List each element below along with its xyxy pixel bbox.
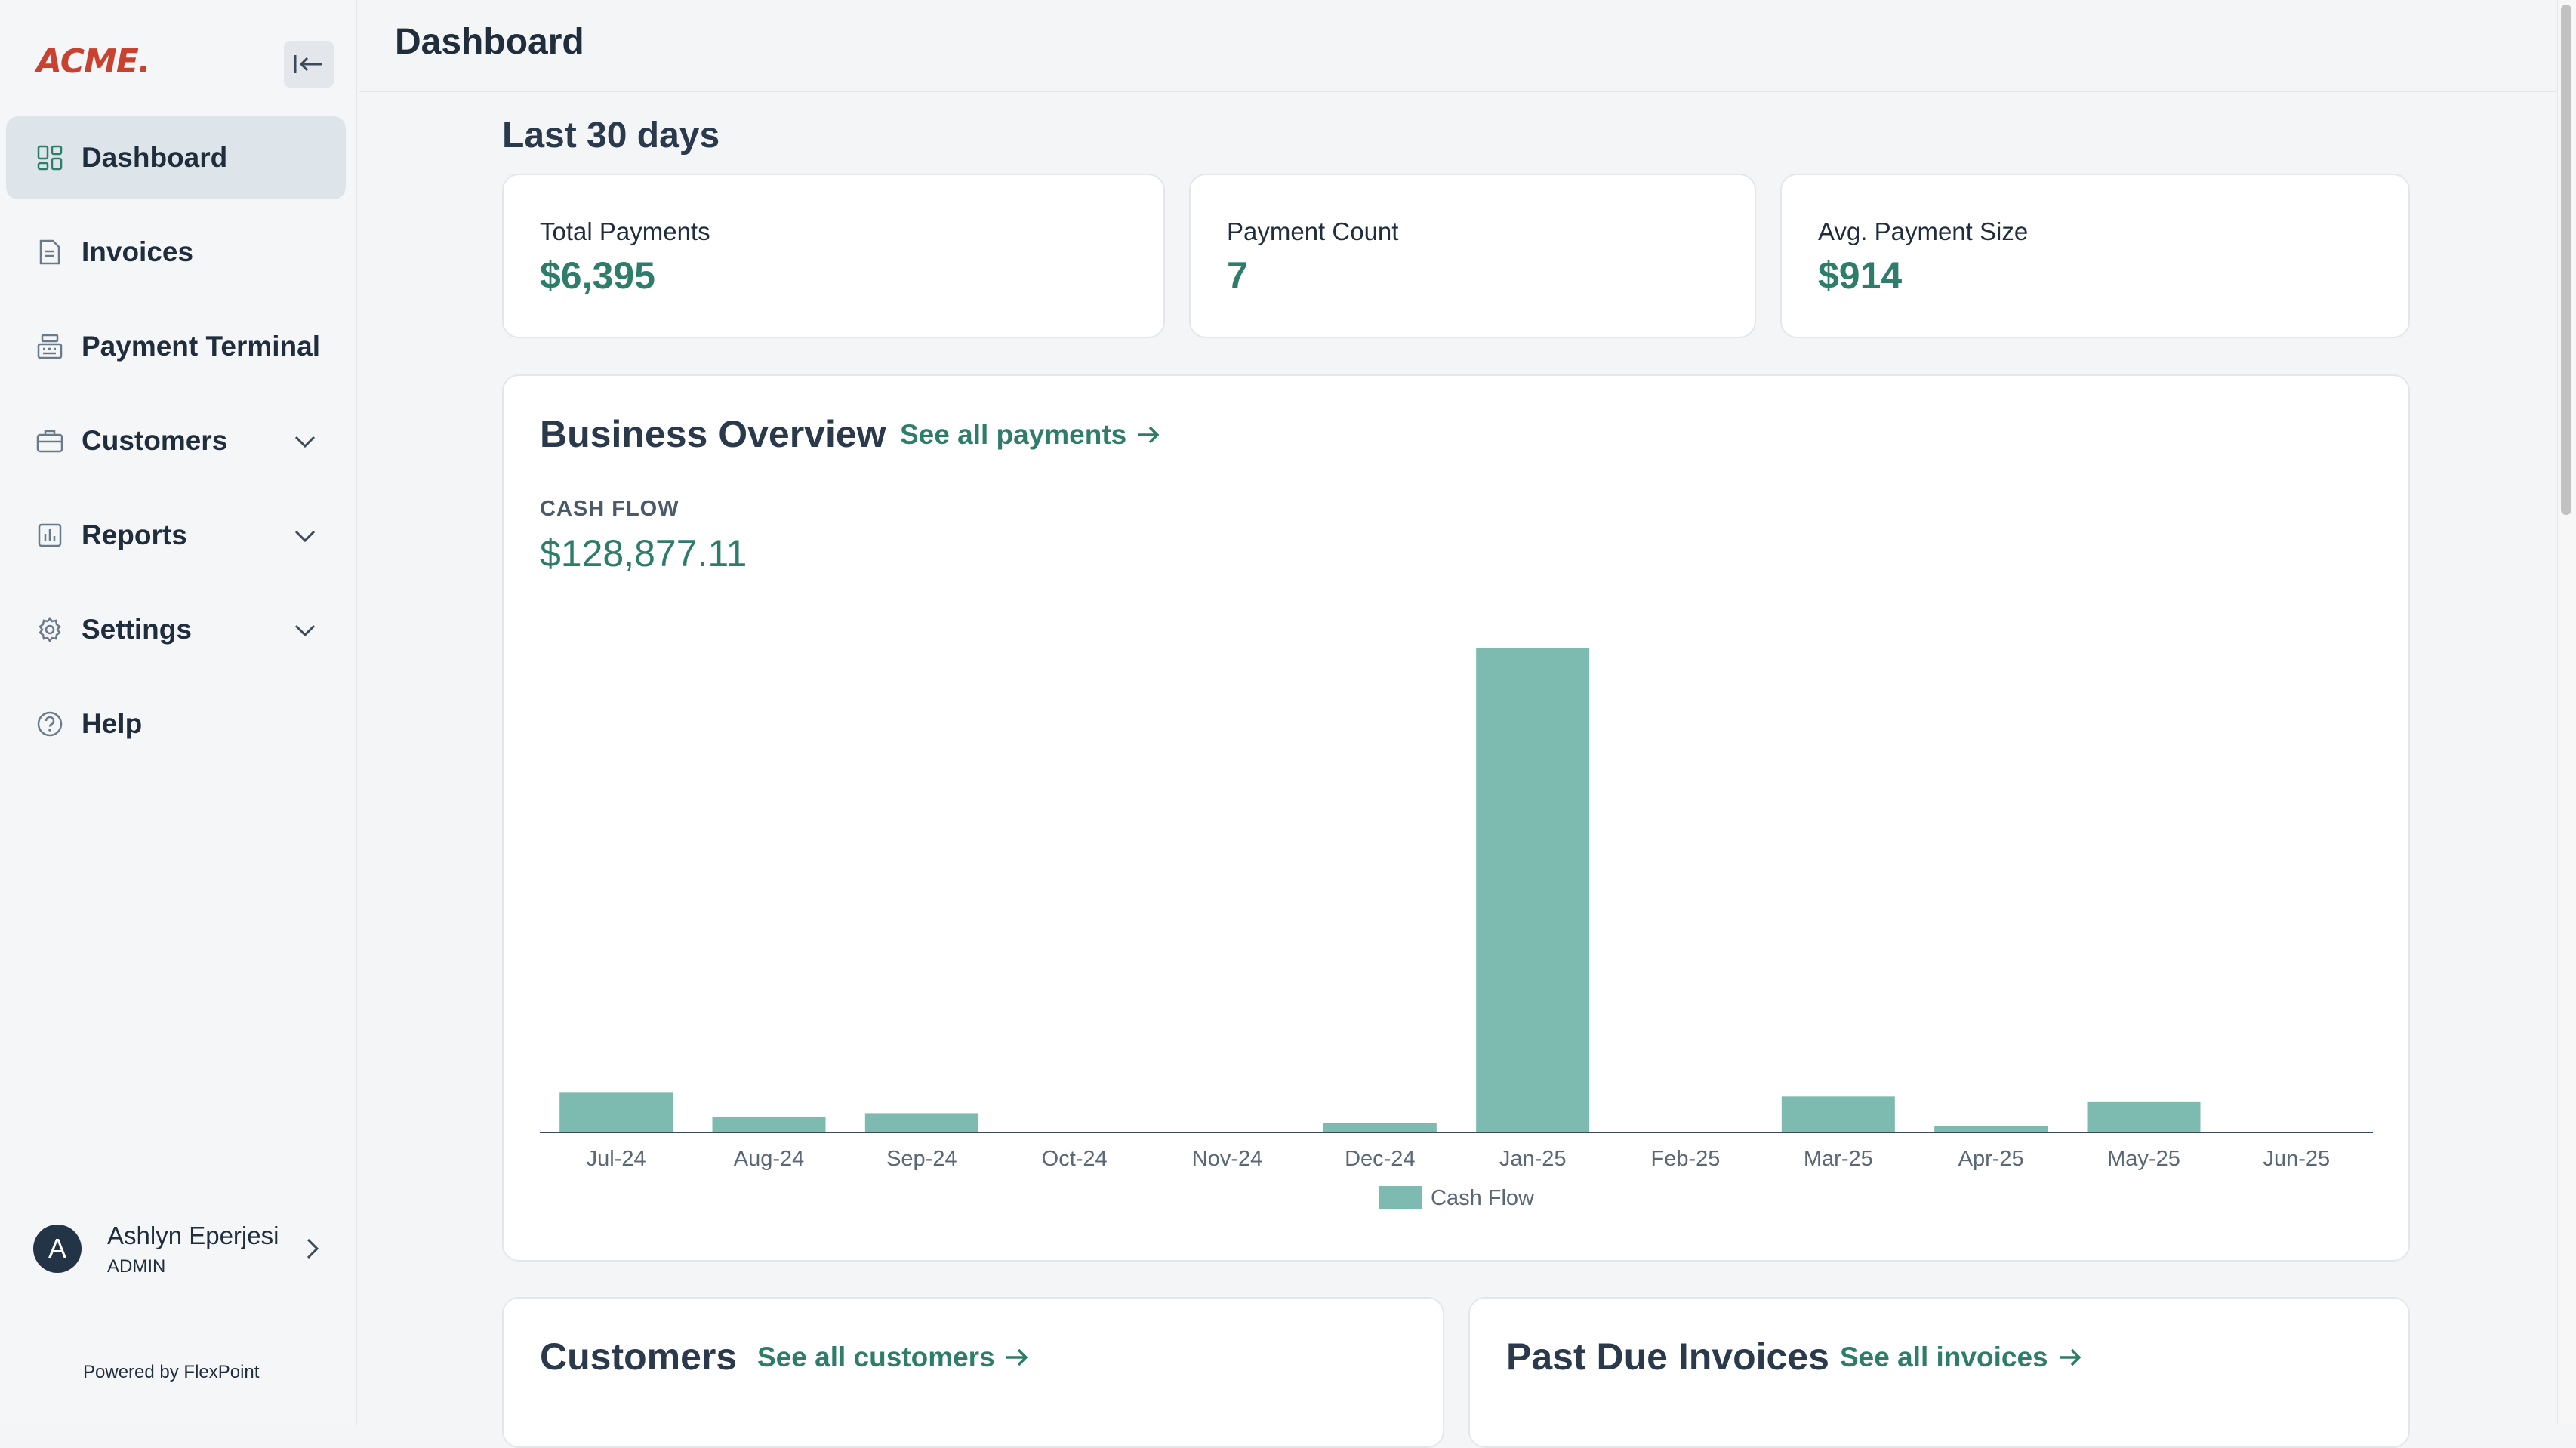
sidebar-item-reports[interactable]: Reports bbox=[6, 494, 346, 577]
sidebar-item-customers[interactable]: Customers bbox=[6, 399, 346, 482]
help-icon bbox=[35, 709, 65, 739]
x-tick-label: Jul-24 bbox=[587, 1147, 646, 1171]
arrow-right-icon bbox=[1138, 426, 1160, 444]
collapse-icon bbox=[294, 55, 322, 73]
x-tick-label: Dec-24 bbox=[1345, 1147, 1416, 1171]
see-all-invoices-link[interactable]: See all invoices bbox=[1840, 1342, 2083, 1373]
customers-title: Customers bbox=[540, 1336, 738, 1378]
stat-label: Avg. Payment Size bbox=[1818, 217, 2029, 245]
x-tick-label: Sep-24 bbox=[886, 1147, 957, 1171]
link-label: See all customers bbox=[757, 1342, 995, 1373]
sidebar-item-payment-terminal[interactable]: Payment Terminal bbox=[6, 305, 346, 388]
powered-by: Powered by FlexPoint bbox=[83, 1362, 260, 1382]
cash-register-icon bbox=[35, 331, 65, 362]
bar-mar-25[interactable] bbox=[1781, 1096, 1895, 1132]
sidebar-item-help[interactable]: Help bbox=[6, 682, 346, 766]
past-due-invoices-card: Past Due Invoices See all invoices bbox=[1468, 1297, 2410, 1448]
bar-jan-25[interactable] bbox=[1476, 648, 1590, 1132]
avatar: A bbox=[33, 1225, 82, 1273]
cash-flow-chart: Jul-24 Aug-24 Sep-24 Oct-24 Nov-24 Dec-24 Jan-… bbox=[540, 648, 2373, 1210]
bar-sep-24[interactable] bbox=[864, 1113, 978, 1132]
sidebar-item-label: Settings bbox=[82, 614, 192, 645]
legend-swatch bbox=[1379, 1186, 1422, 1209]
sidebar-item-label: Invoices bbox=[82, 236, 194, 267]
cash-flow-label: CASH FLOW bbox=[540, 497, 679, 521]
x-tick-label: Feb-25 bbox=[1651, 1147, 1721, 1171]
sidebar-item-label: Customers bbox=[82, 425, 228, 456]
stat-card-total-payments: Total Payments $6,395 bbox=[502, 174, 1165, 338]
business-overview-card: Business Overview See all payments CASH … bbox=[502, 374, 2410, 1262]
stat-value: 7 bbox=[1227, 254, 1248, 297]
sidebar: ACME. Dashboard Invoices Payment Termina… bbox=[0, 0, 357, 1425]
bar-may-25[interactable] bbox=[2087, 1101, 2201, 1132]
bar-chart-icon bbox=[35, 520, 65, 550]
briefcase-icon bbox=[35, 426, 65, 456]
x-tick-label: Jan-25 bbox=[1499, 1147, 1567, 1171]
overview-title: Business Overview bbox=[540, 413, 886, 455]
user-name: Ashlyn Eperjesi bbox=[107, 1222, 279, 1249]
arrow-right-icon bbox=[2059, 1348, 2081, 1366]
cash-flow-value: $128,877.11 bbox=[540, 532, 747, 575]
scrollbar-thumb[interactable] bbox=[2561, 5, 2571, 515]
gear-icon bbox=[35, 615, 65, 645]
sidebar-item-invoices[interactable]: Invoices bbox=[6, 211, 346, 294]
vertical-scrollbar[interactable] bbox=[2557, 0, 2576, 1425]
sidebar-item-label: Dashboard bbox=[82, 142, 228, 173]
document-icon bbox=[35, 237, 65, 267]
x-tick-label: May-25 bbox=[2107, 1147, 2180, 1171]
sidebar-item-dashboard[interactable]: Dashboard bbox=[6, 116, 346, 199]
chevron-down-icon[interactable] bbox=[291, 522, 319, 550]
bar-jul-24[interactable] bbox=[559, 1092, 673, 1132]
user-role: ADMIN bbox=[107, 1256, 166, 1277]
x-tick-label: Jun-25 bbox=[2263, 1147, 2330, 1171]
acme-logo[interactable]: ACME. bbox=[36, 42, 151, 81]
stat-label: Payment Count bbox=[1227, 217, 1399, 245]
bar-aug-24[interactable] bbox=[712, 1116, 826, 1132]
stat-value: $914 bbox=[1818, 254, 1903, 297]
x-tick-label: Mar-25 bbox=[1804, 1147, 1873, 1171]
page-title: Dashboard bbox=[395, 22, 584, 62]
x-tick-label: Nov-24 bbox=[1192, 1147, 1263, 1171]
sidebar-item-label: Help bbox=[82, 708, 143, 739]
sidebar-item-settings[interactable]: Settings bbox=[6, 588, 346, 671]
sidebar-item-label: Reports bbox=[82, 519, 187, 550]
bar-apr-25[interactable] bbox=[1934, 1125, 2048, 1132]
stat-card-payment-count: Payment Count 7 bbox=[1189, 174, 1756, 338]
stat-value: $6,395 bbox=[540, 254, 655, 297]
past-due-title: Past Due Invoices bbox=[1506, 1336, 1829, 1378]
x-tick-label: Aug-24 bbox=[734, 1147, 805, 1171]
page-header: Dashboard bbox=[359, 0, 2557, 92]
collapse-sidebar-button[interactable] bbox=[284, 41, 334, 88]
sidebar-nav: Dashboard Invoices Payment Terminal Cust… bbox=[6, 116, 346, 777]
see-all-customers-link[interactable]: See all customers bbox=[757, 1342, 1030, 1373]
dashboard-icon bbox=[35, 143, 65, 173]
chevron-right-icon[interactable] bbox=[299, 1235, 326, 1262]
user-menu[interactable]: A Ashlyn Eperjesi ADMIN bbox=[33, 1222, 335, 1277]
link-label: See all invoices bbox=[1840, 1342, 2048, 1373]
sidebar-item-label: Payment Terminal bbox=[82, 331, 320, 362]
stat-card-avg-payment: Avg. Payment Size $914 bbox=[1780, 174, 2410, 338]
link-label: See all payments bbox=[900, 419, 1127, 450]
arrow-right-icon bbox=[1006, 1348, 1028, 1366]
chevron-down-icon[interactable] bbox=[291, 428, 319, 455]
legend-label: Cash Flow bbox=[1431, 1186, 1535, 1210]
x-tick-label: Oct-24 bbox=[1042, 1147, 1108, 1171]
period-title: Last 30 days bbox=[502, 116, 720, 156]
x-tick-label: Apr-25 bbox=[1958, 1147, 2024, 1171]
stat-label: Total Payments bbox=[540, 217, 710, 245]
chevron-down-icon[interactable] bbox=[291, 617, 319, 644]
customers-card: Customers See all customers bbox=[502, 1297, 1444, 1448]
bar-dec-24[interactable] bbox=[1323, 1122, 1437, 1132]
see-all-payments-link[interactable]: See all payments bbox=[900, 419, 1161, 451]
